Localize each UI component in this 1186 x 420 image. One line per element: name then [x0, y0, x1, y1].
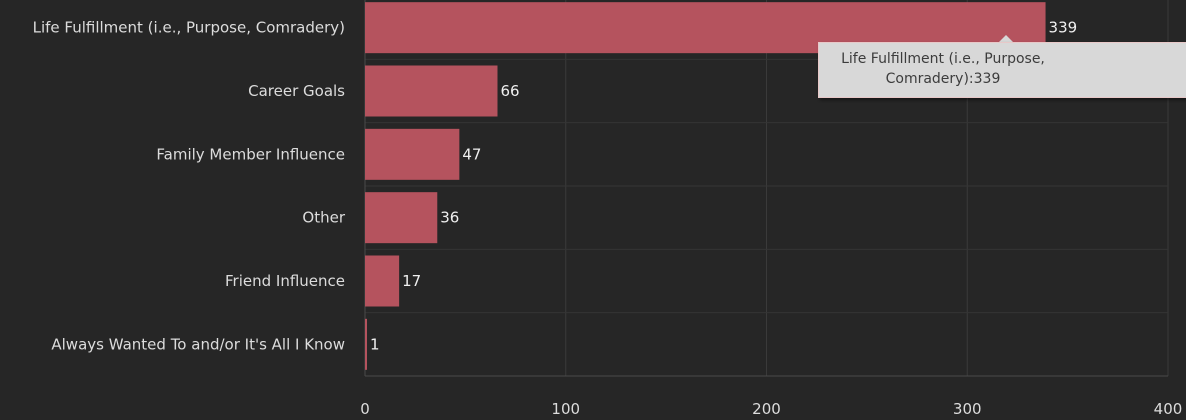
- tooltip: Life Fulfillment (i.e., Purpose, Comrade…: [818, 42, 1186, 98]
- x-tick-label-4: 400: [1154, 400, 1183, 418]
- bar-1[interactable]: [365, 66, 497, 117]
- value-label-0: 339: [1049, 19, 1078, 37]
- bar-4[interactable]: [365, 256, 399, 307]
- category-label-3: Other: [302, 209, 345, 227]
- category-label-1: Career Goals: [248, 82, 345, 100]
- category-labels: Life Fulfillment (i.e., Purpose, Comrade…: [33, 19, 346, 354]
- category-label-0: Life Fulfillment (i.e., Purpose, Comrade…: [33, 19, 345, 37]
- value-label-5: 1: [370, 335, 380, 353]
- bar-2[interactable]: [365, 129, 459, 180]
- bar-5[interactable]: [365, 319, 367, 370]
- value-label-3: 36: [440, 209, 459, 227]
- x-tick-label-2: 200: [752, 400, 781, 418]
- x-axis-ticks: 0 100 200 300 400: [360, 400, 1182, 418]
- x-tick-label-1: 100: [551, 400, 580, 418]
- category-label-4: Friend Influence: [225, 272, 345, 290]
- x-tick-label-3: 300: [953, 400, 982, 418]
- category-label-5: Always Wanted To and/or It's All I Know: [51, 335, 345, 353]
- category-label-2: Family Member Influence: [156, 145, 345, 163]
- value-label-2: 47: [462, 145, 481, 163]
- bar-3[interactable]: [365, 192, 437, 243]
- value-label-1: 66: [500, 82, 519, 100]
- x-tick-label-0: 0: [360, 400, 370, 418]
- value-label-4: 17: [402, 272, 421, 290]
